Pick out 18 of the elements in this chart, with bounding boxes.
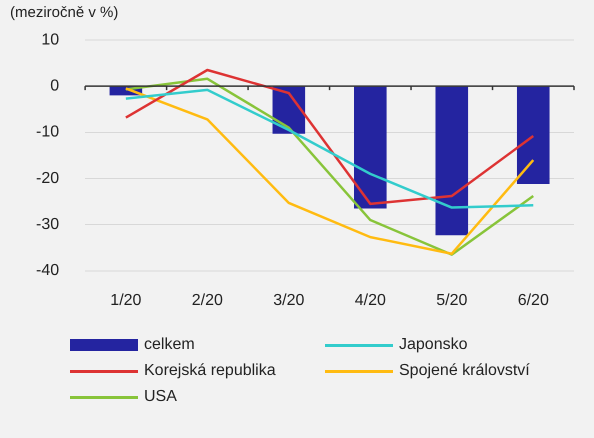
x-tick-label: 1/20: [110, 292, 142, 309]
x-tick-label: 4/20: [354, 292, 386, 309]
legend-label: celkem: [144, 336, 195, 354]
y-tick-label: 0: [50, 78, 60, 95]
legend-label: Japonsko: [399, 336, 468, 354]
legend-label: USA: [144, 388, 177, 406]
y-tick-label: -30: [36, 216, 60, 234]
legend-label: Spojené království: [399, 362, 530, 380]
y-tick-label: -10: [36, 124, 60, 141]
x-tick-label: 6/20: [518, 292, 549, 309]
chart-title: (meziročně v %): [10, 4, 118, 22]
legend-label: Korejská republika: [144, 362, 276, 380]
x-tick-label: 2/20: [192, 292, 224, 309]
x-tick-label: 3/20: [273, 292, 304, 309]
y-tick-label: 10: [41, 31, 60, 48]
y-tick-label: -20: [36, 170, 60, 187]
y-tick-label: -40: [36, 262, 60, 280]
x-tick-label: 5/20: [436, 292, 468, 309]
